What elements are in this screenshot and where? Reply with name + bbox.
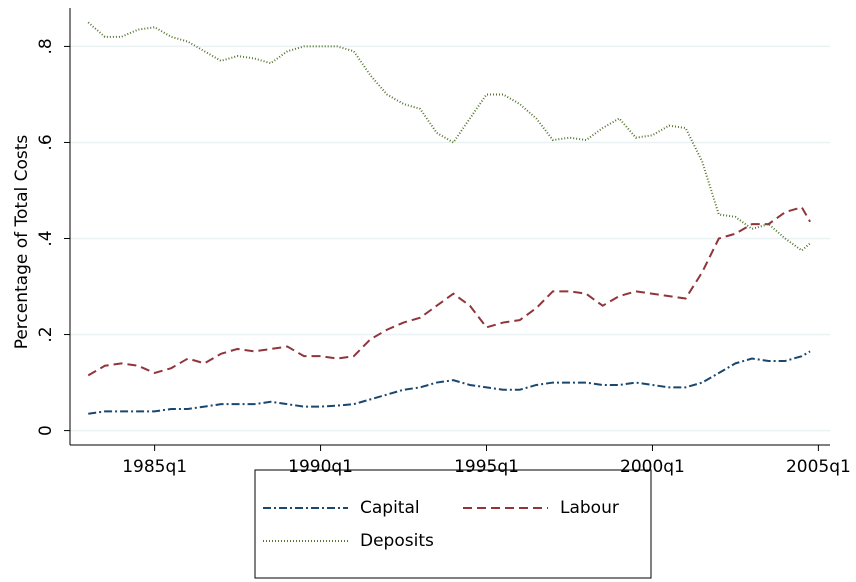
x-tick-label: 1985q1: [122, 457, 187, 477]
y-tick-label: .4: [36, 230, 56, 246]
x-tick-label: 1990q1: [288, 457, 353, 477]
y-tick-label: 0: [36, 425, 56, 436]
x-tick-label: 1995q1: [454, 457, 519, 477]
y-axis-label: Percentage of Total Costs: [12, 135, 32, 350]
legend-label: Capital: [360, 498, 420, 518]
x-tick-label: 2000q1: [620, 457, 685, 477]
series-line: [88, 350, 811, 415]
x-tick-label: 2005q1: [786, 457, 851, 477]
legend-box: [254, 469, 652, 579]
series-line: [87, 21, 811, 252]
y-tick-label: .8: [36, 38, 56, 54]
y-tick-label: .2: [36, 326, 56, 342]
legend-label: Deposits: [360, 531, 434, 551]
y-tick-label: .6: [36, 134, 56, 150]
series-line: [87, 206, 811, 377]
legend-label: Labour: [560, 498, 619, 518]
